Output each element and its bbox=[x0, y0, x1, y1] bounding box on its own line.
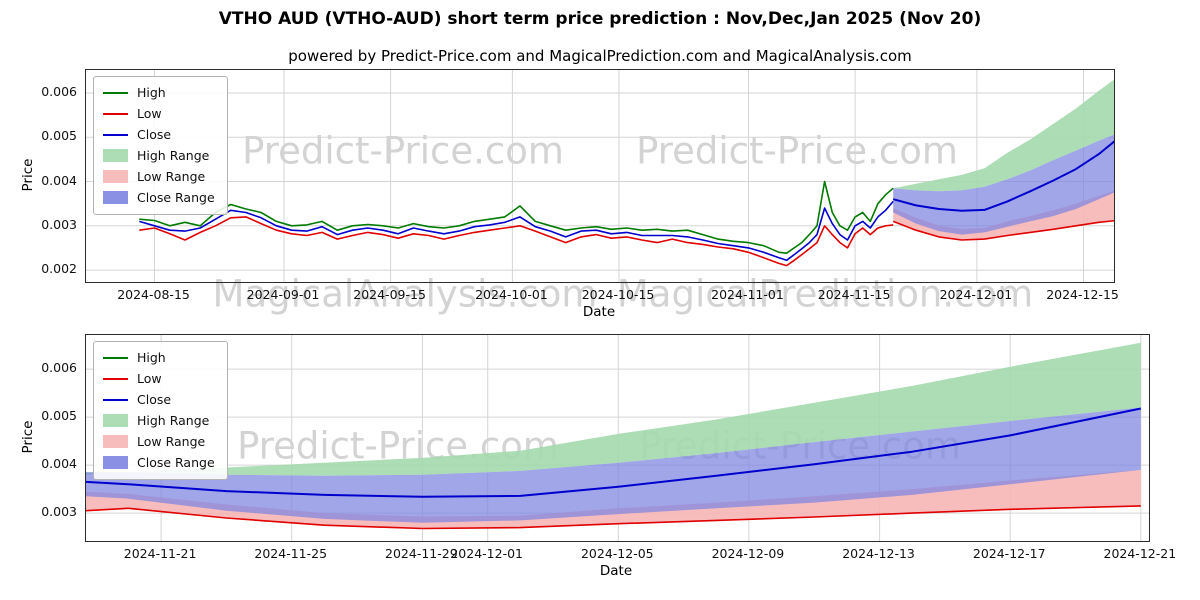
legend-label: Close Range bbox=[137, 190, 215, 205]
y-tick-label: 0.006 bbox=[41, 360, 77, 376]
y-tick-label: 0.005 bbox=[41, 128, 77, 144]
legend-row: High bbox=[103, 82, 215, 103]
legend-row: Low bbox=[103, 103, 215, 124]
x-tick-label: 2024-09-01 bbox=[246, 287, 320, 302]
legend-row: Low Range bbox=[103, 431, 215, 452]
top-chart-canvas bbox=[86, 70, 1114, 282]
legend-row: Close Range bbox=[103, 452, 215, 473]
x-tick-label: 2024-10-01 bbox=[475, 287, 548, 302]
low-line bbox=[139, 216, 894, 267]
y-tick-label: 0.006 bbox=[41, 84, 77, 99]
legend-label: Low bbox=[137, 106, 162, 121]
watermark-top-left: Predict-Price.com bbox=[242, 129, 564, 173]
legend-line-swatch bbox=[103, 112, 128, 115]
legend-patch-swatch bbox=[103, 170, 128, 183]
watermark-mid-right: MagicalPrediction.com bbox=[616, 272, 1034, 316]
legend-box: High Low Close High Range Low Range Close Ran… bbox=[93, 341, 228, 480]
close-range-band bbox=[86, 407, 1141, 523]
y-tick-label: 0.005 bbox=[41, 408, 77, 424]
legend-line-swatch bbox=[103, 398, 128, 401]
legend-row: Close Range bbox=[103, 187, 215, 208]
y-tick-label: 0.004 bbox=[41, 456, 77, 472]
bottom-chart-plot-area: High Low Close High Range Low Range Close Ran… bbox=[85, 334, 1150, 542]
legend-label: Close bbox=[137, 392, 172, 407]
legend-label: Close bbox=[137, 127, 172, 142]
y-tick-label: 0.002 bbox=[41, 261, 77, 277]
x-tick-label: 2024-12-17 bbox=[972, 546, 1046, 561]
close-forecast-line bbox=[892, 140, 1114, 212]
x-tick-label: 2024-09-15 bbox=[353, 287, 426, 302]
y-tick-label: 0.003 bbox=[41, 216, 77, 232]
legend-line-swatch bbox=[103, 377, 128, 380]
legend-label: Low Range bbox=[137, 434, 206, 449]
legend-label: High bbox=[137, 85, 166, 100]
x-tick-label: 2024-12-01 bbox=[939, 287, 1013, 302]
legend-patch-swatch bbox=[103, 191, 128, 204]
x-tick-label: 2024-12-05 bbox=[580, 546, 654, 561]
bottom-chart-canvas bbox=[86, 335, 1149, 541]
low-forecast-line bbox=[892, 219, 1114, 241]
legend-label: High bbox=[137, 350, 166, 365]
legend-row: High Range bbox=[103, 410, 215, 431]
x-tick-label: 2024-12-01 bbox=[450, 546, 523, 561]
legend-label: High Range bbox=[137, 413, 210, 428]
close-line bbox=[139, 200, 894, 262]
legend-line-swatch bbox=[103, 133, 128, 136]
legend-label: Low bbox=[137, 371, 162, 386]
legend-patch-swatch bbox=[103, 414, 128, 427]
legend-row: Low bbox=[103, 368, 215, 389]
x-tick-label: 2024-11-29 bbox=[385, 546, 458, 561]
y-tick-label: 0.003 bbox=[41, 504, 77, 520]
bottom-x-axis-label: Date bbox=[599, 563, 633, 579]
top-chart-plot-area: High Low Close High Range Low Range Close Ran… bbox=[85, 69, 1115, 283]
page-title: VTHO AUD (VTHO-AUD) short term price pre… bbox=[218, 9, 982, 29]
legend-label: High Range bbox=[137, 148, 210, 163]
legend-box: High Low Close High Range Low Range Close Ran… bbox=[93, 76, 228, 215]
x-tick-label: 2024-08-15 bbox=[117, 287, 190, 302]
legend-row: High Range bbox=[103, 145, 215, 166]
legend-row: Low Range bbox=[103, 166, 215, 187]
watermark-mid-left: MagicalAnalysis.com bbox=[212, 272, 598, 316]
page-subtitle: powered by Predict-Price.com and Magical… bbox=[288, 47, 912, 65]
high-range-band bbox=[86, 342, 1141, 476]
legend-patch-swatch bbox=[103, 456, 128, 469]
x-tick-label: 2024-11-15 bbox=[817, 287, 891, 302]
high-line bbox=[139, 180, 894, 254]
high-range-band bbox=[893, 79, 1114, 192]
legend-row: Close bbox=[103, 389, 215, 410]
x-tick-label: 2024-10-15 bbox=[581, 287, 655, 302]
legend-label: Close Range bbox=[137, 455, 215, 470]
legend-line-swatch bbox=[103, 91, 128, 94]
x-tick-label: 2024-12-21 bbox=[1103, 546, 1177, 561]
x-tick-label: 2024-11-01 bbox=[711, 287, 784, 302]
legend-patch-swatch bbox=[103, 435, 128, 448]
x-tick-label: 2024-11-21 bbox=[123, 546, 197, 561]
bottom-y-axis-label: Price bbox=[20, 420, 36, 454]
legend-line-swatch bbox=[103, 356, 128, 359]
x-tick-label: 2024-12-13 bbox=[842, 546, 915, 561]
close-forecast-line bbox=[86, 407, 1142, 498]
x-tick-label: 2024-11-25 bbox=[254, 546, 328, 561]
low-forecast-line bbox=[86, 505, 1141, 530]
legend-patch-swatch bbox=[103, 149, 128, 162]
y-tick-label: 0.004 bbox=[41, 172, 77, 188]
top-x-axis-label: Date bbox=[582, 304, 616, 320]
legend-label: Low Range bbox=[137, 169, 206, 184]
x-tick-label: 2024-12-15 bbox=[1046, 287, 1119, 302]
watermark-top-right: Predict-Price.com bbox=[636, 129, 958, 173]
legend-row: Close bbox=[103, 124, 215, 145]
x-tick-label: 2024-12-09 bbox=[711, 546, 785, 561]
legend-row: High bbox=[103, 347, 215, 368]
